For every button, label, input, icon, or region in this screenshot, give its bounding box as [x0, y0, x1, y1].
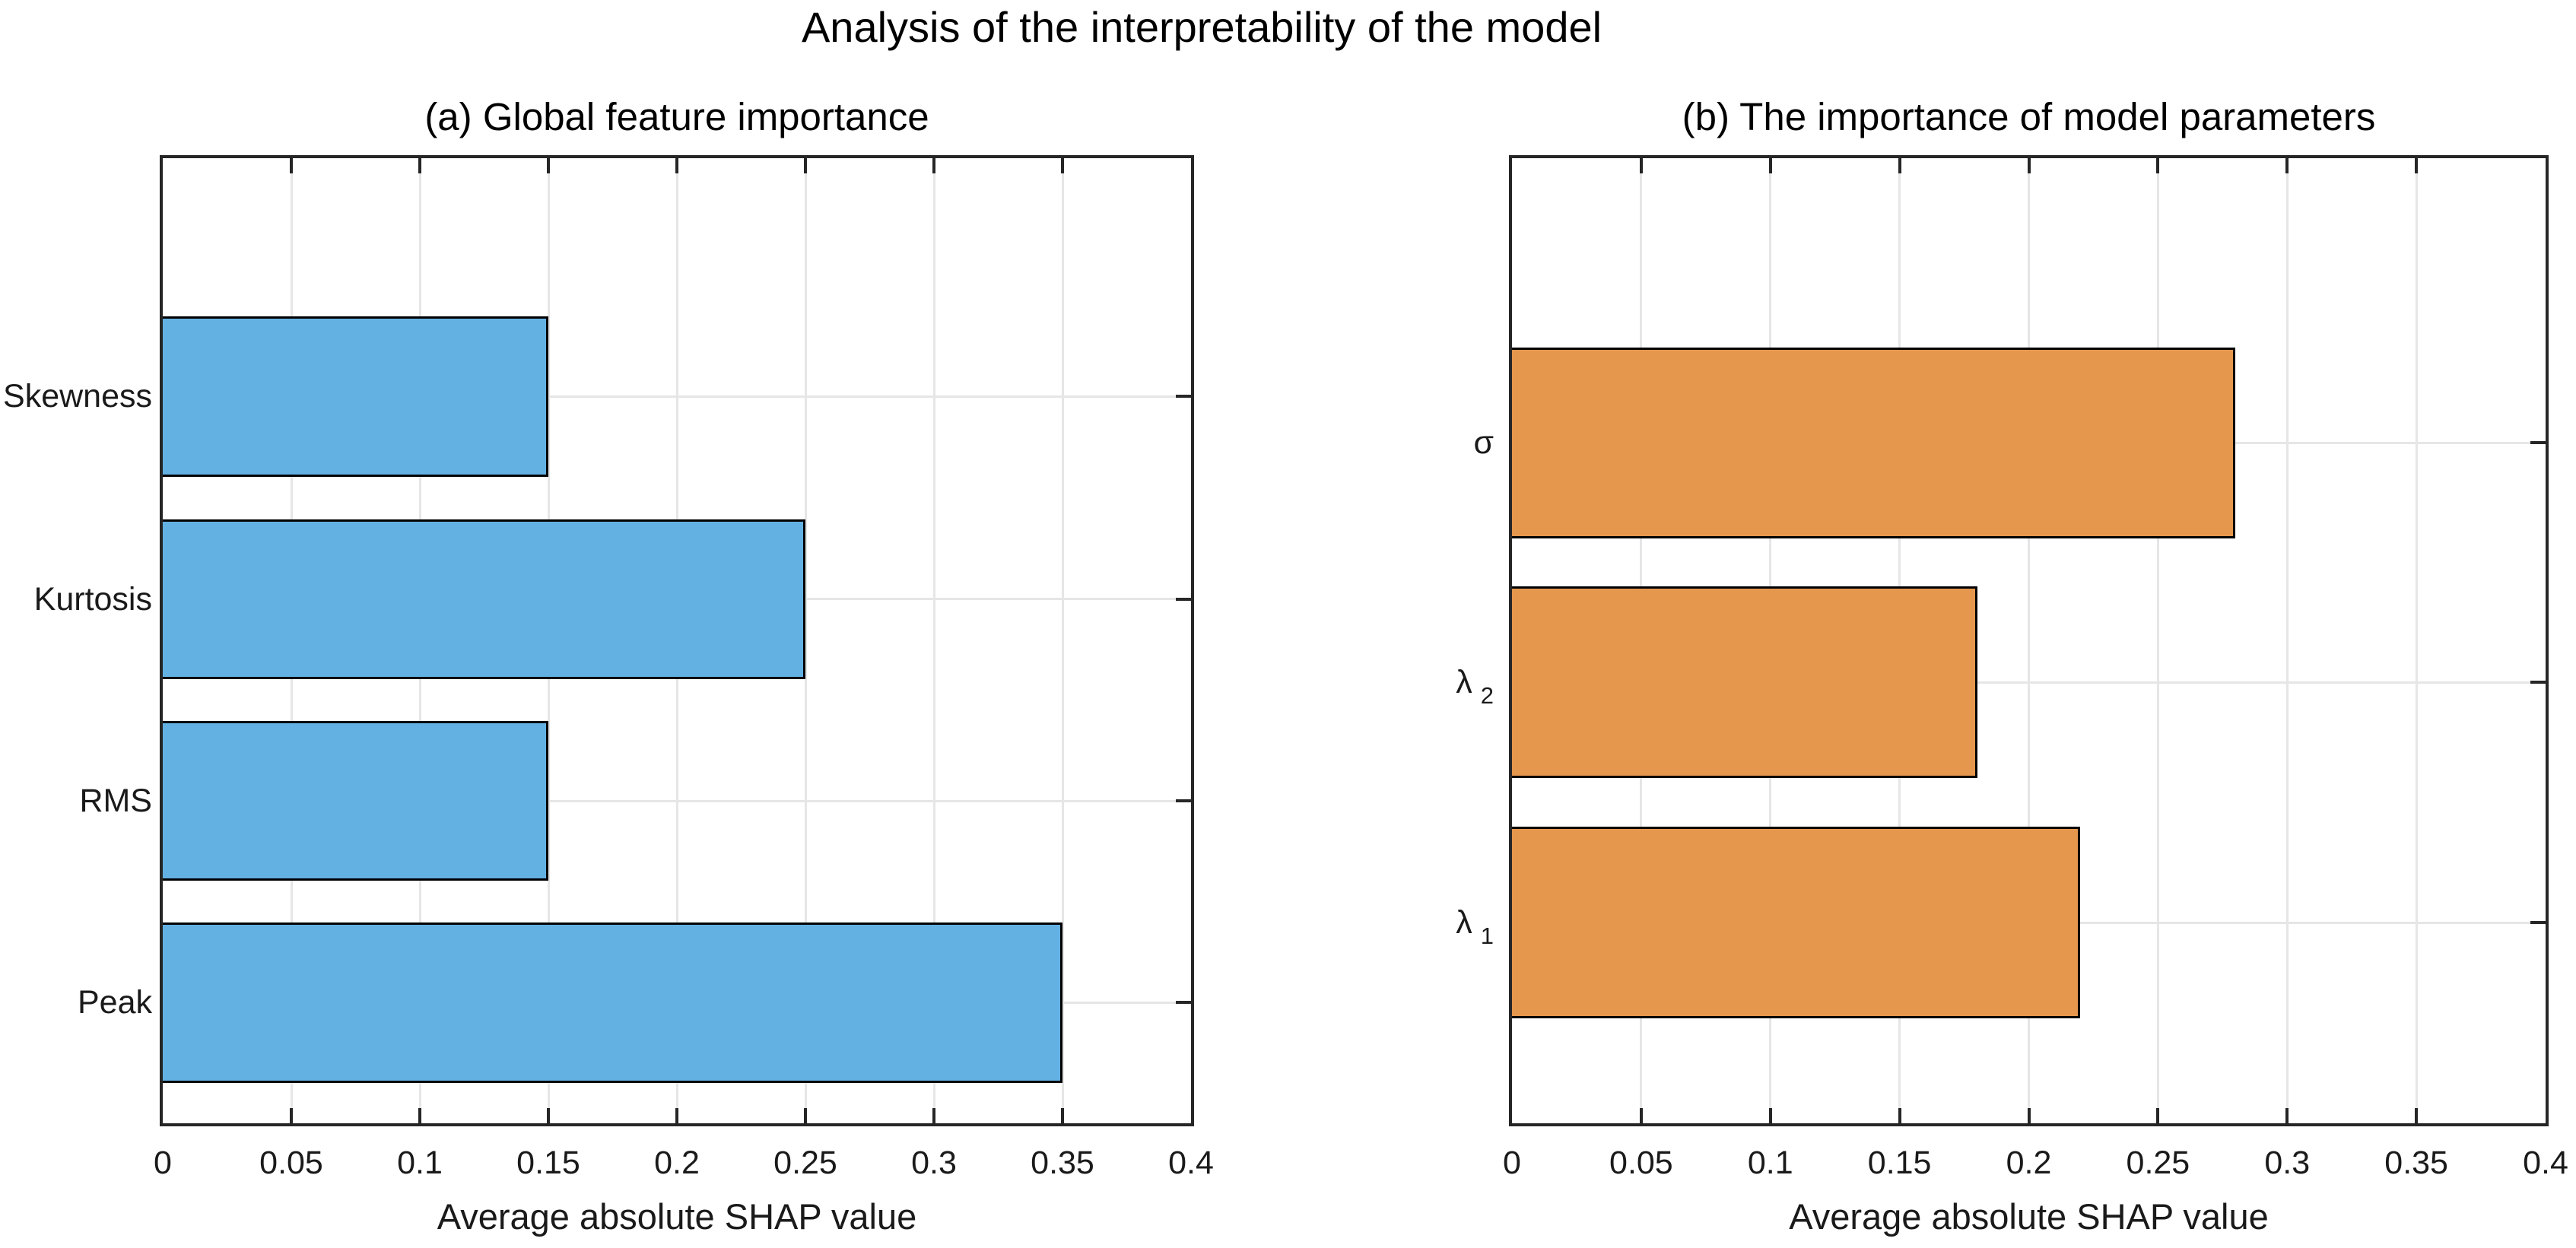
- category-gridline: [1512, 681, 2546, 684]
- x-tick-label: 0.15: [516, 1145, 580, 1181]
- category-label: Peak: [77, 984, 152, 1021]
- x-tick-top: [1061, 158, 1064, 173]
- figure-title: Analysis of the interpretability of the …: [801, 3, 1602, 51]
- x-tick-top: [547, 158, 550, 173]
- subplot-b-axes: [1509, 155, 2549, 1126]
- x-tick-top: [2285, 158, 2289, 173]
- subplot-b-plot-area: [1512, 158, 2546, 1123]
- x-gridline: [2285, 158, 2289, 1123]
- category-label-subscript: 2: [1480, 681, 1494, 709]
- x-tick-label: 0.25: [773, 1145, 837, 1181]
- x-tick-top: [1898, 158, 1901, 173]
- x-tick-label: 0: [1503, 1145, 1521, 1181]
- x-tick-top: [1768, 158, 1772, 173]
- x-tick-label: 0.3: [911, 1145, 957, 1181]
- category-tick-right: [1176, 1001, 1191, 1005]
- subplot-b-title: (b) The importance of model parameters: [1682, 95, 2376, 138]
- x-tick-bottom: [1639, 1108, 1643, 1123]
- x-tick-top: [675, 158, 678, 173]
- x-tick-label: 0.2: [2006, 1145, 2052, 1181]
- x-tick-bottom: [1061, 1108, 1064, 1123]
- x-tick-label: 0.25: [2126, 1145, 2190, 1181]
- category-label: RMS: [79, 783, 152, 820]
- x-tick-bottom: [675, 1108, 678, 1123]
- x-tick-bottom: [932, 1108, 935, 1123]
- subplot-a-title: (a) Global feature importance: [424, 95, 929, 138]
- category-gridline: [163, 799, 1191, 802]
- x-tick-bottom: [290, 1108, 293, 1123]
- x-tick-label: 0.05: [1609, 1145, 1673, 1181]
- x-tick-bottom: [804, 1108, 807, 1123]
- x-gridline: [804, 158, 807, 1123]
- x-tick-bottom: [418, 1108, 421, 1123]
- bar: [163, 316, 548, 477]
- bar: [163, 923, 1062, 1083]
- x-tick-bottom: [2027, 1108, 2031, 1123]
- x-tick-top: [2156, 158, 2160, 173]
- x-tick-top: [1639, 158, 1643, 173]
- x-tick-bottom: [1898, 1108, 1901, 1123]
- bar: [1512, 586, 1977, 778]
- x-tick-label: 0.35: [1031, 1145, 1094, 1181]
- category-gridline: [163, 395, 1191, 398]
- x-gridline: [2028, 158, 2030, 1123]
- x-tick-top: [804, 158, 807, 173]
- x-tick-bottom: [1768, 1108, 1772, 1123]
- x-tick-top: [418, 158, 421, 173]
- x-gridline: [2156, 158, 2159, 1123]
- x-gridline: [932, 158, 935, 1123]
- category-label: σ: [1473, 424, 1494, 462]
- x-tick-bottom: [2156, 1108, 2160, 1123]
- subplot-a-xaxis-label: Average absolute SHAP value: [437, 1196, 917, 1237]
- bar: [1512, 347, 2236, 538]
- x-tick-label: 0.1: [397, 1145, 443, 1181]
- bar: [163, 720, 548, 881]
- category-tick-right: [1176, 395, 1191, 399]
- category-tick-right: [2530, 441, 2546, 445]
- category-label-subscript: 1: [1480, 922, 1494, 949]
- x-tick-bottom: [2415, 1108, 2419, 1123]
- x-tick-bottom: [547, 1108, 550, 1123]
- x-tick-label: 0.15: [1867, 1145, 1932, 1181]
- x-tick-label: 0.3: [2264, 1145, 2311, 1181]
- bar: [1512, 827, 2081, 1018]
- x-tick-label: 0.4: [2523, 1145, 2568, 1181]
- x-gridline: [1061, 158, 1064, 1123]
- subplot-a-plot-area: [163, 158, 1191, 1123]
- category-label: Skewness: [3, 378, 152, 415]
- x-tick-top: [2415, 158, 2419, 173]
- x-tick-label: 0.2: [654, 1145, 700, 1181]
- x-tick-bottom: [2285, 1108, 2289, 1123]
- x-tick-label: 0.35: [2384, 1145, 2448, 1181]
- x-tick-label: 0.4: [1168, 1145, 1214, 1181]
- category-tick-right: [1176, 597, 1191, 601]
- x-tick-label: 0.05: [259, 1145, 323, 1181]
- x-gridline: [2415, 158, 2418, 1123]
- category-tick-right: [2530, 921, 2546, 925]
- category-tick-right: [2530, 681, 2546, 684]
- category-label: Kurtosis: [33, 580, 152, 618]
- subplot-a-axes: [160, 155, 1194, 1126]
- bar: [163, 519, 805, 680]
- x-tick-label: 0.1: [1747, 1145, 1793, 1181]
- subplot-b-xaxis-label: Average absolute SHAP value: [1789, 1196, 2269, 1237]
- x-tick-top: [2027, 158, 2031, 173]
- x-tick-top: [932, 158, 935, 173]
- x-tick-label: 0: [154, 1145, 172, 1181]
- category-tick-right: [1176, 799, 1191, 803]
- x-tick-top: [290, 158, 293, 173]
